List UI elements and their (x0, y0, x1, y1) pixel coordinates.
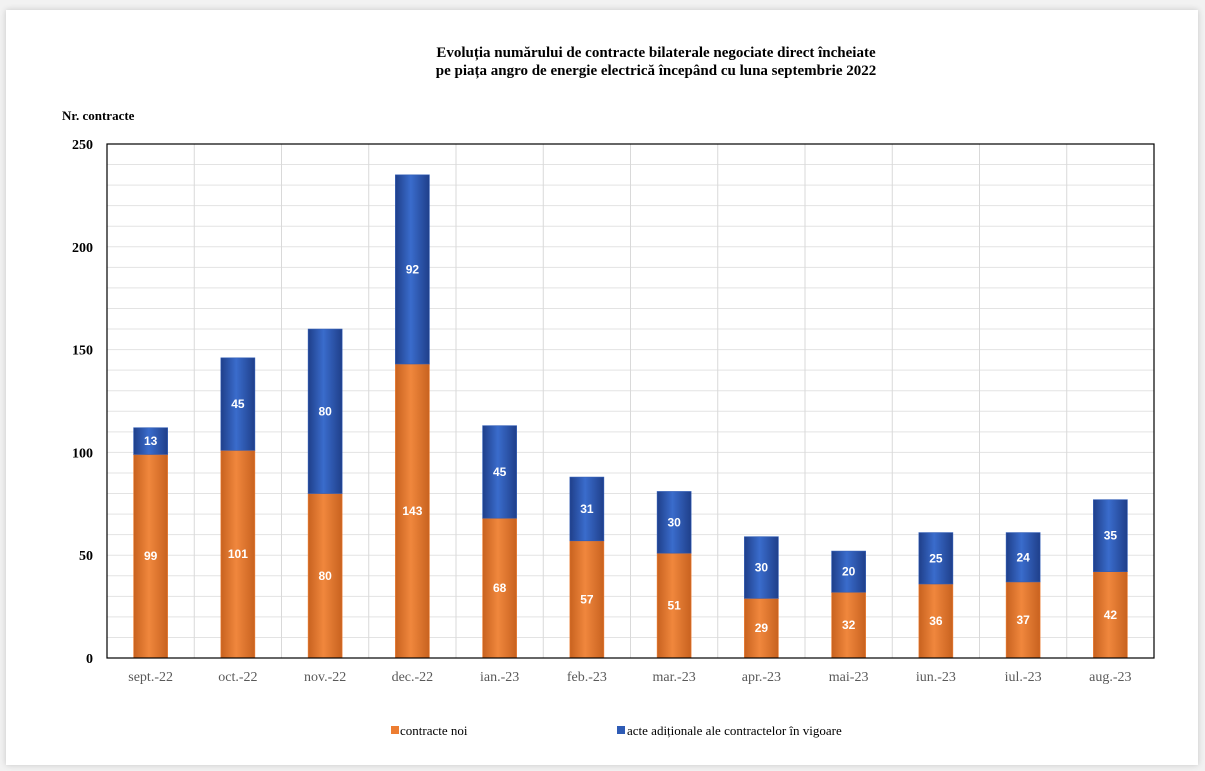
data-label-contracte-noi-10: 37 (1016, 613, 1030, 627)
axis-layer: sept.-22 oct.-22 nov.-22 dec.-22 ian.-23 feb.… (72, 138, 1155, 685)
y-axis-label: Nr. contracte (62, 108, 135, 123)
chart-title-line2: pe piața angro de energie electrică înce… (436, 63, 877, 79)
data-label-contracte-noi-1: 101 (228, 547, 248, 561)
data-label-acte-aditionale-8: 20 (842, 565, 856, 579)
data-label-acte-aditionale-3: 92 (406, 262, 420, 276)
x-tick-label: mar.-23 (653, 670, 696, 685)
legend-label-contracte-noi: contracte noi (400, 723, 468, 738)
y-tick-label: 200 (72, 241, 93, 256)
y-tick-label: 250 (72, 138, 93, 153)
data-label-acte-aditionale-10: 24 (1016, 550, 1030, 564)
x-tick-label: aug.-23 (1089, 670, 1131, 685)
y-tick-label: 0 (86, 652, 93, 667)
x-tick-label: feb.-23 (567, 670, 607, 685)
x-tick-label: iul.-23 (1005, 670, 1042, 685)
legend-swatch-acte-aditionale (617, 726, 625, 734)
data-labels-layer: 99 13 101 45 80 80 143 92 68 45 57 31 51 30 29 30 32 20 36… (144, 262, 1117, 635)
bar-contracte-noi-8 (831, 591, 866, 659)
legend-swatch-contracte-noi (391, 726, 399, 734)
y-tick-label: 150 (72, 344, 93, 359)
bar-contracte-noi-9 (918, 583, 954, 659)
bar-acte-aditionale-7 (744, 536, 779, 599)
x-tick-label: ian.-23 (480, 670, 519, 685)
bar-contracte-noi-6 (656, 552, 692, 659)
bar-contracte-noi-0 (133, 454, 168, 659)
bar-acte-aditionale-4 (482, 425, 517, 519)
data-label-acte-aditionale-5: 31 (580, 502, 594, 516)
bar-acte-aditionale-5 (569, 476, 605, 542)
data-label-acte-aditionale-4: 45 (493, 465, 507, 479)
y-tick-label: 50 (79, 549, 93, 564)
data-label-contracte-noi-9: 36 (929, 614, 943, 628)
data-label-acte-aditionale-9: 25 (929, 551, 943, 565)
x-tick-label: oct.-22 (218, 670, 257, 685)
data-label-contracte-noi-6: 51 (667, 599, 681, 613)
data-label-contracte-noi-7: 29 (755, 621, 769, 635)
data-label-acte-aditionale-1: 45 (231, 397, 245, 411)
y-tick-label: 100 (72, 446, 93, 461)
data-label-contracte-noi-11: 42 (1104, 608, 1118, 622)
bar-acte-aditionale-9 (918, 532, 954, 585)
bar-acte-aditionale-11 (1093, 499, 1128, 572)
bar-contracte-noi-10 (1005, 581, 1041, 659)
bar-acte-aditionale-10 (1005, 532, 1041, 583)
data-label-contracte-noi-0: 99 (144, 549, 158, 563)
data-label-acte-aditionale-6: 30 (667, 515, 681, 529)
bar-acte-aditionale-3 (395, 174, 430, 365)
bar-acte-aditionale-1 (220, 357, 256, 451)
bar-acte-aditionale-8 (831, 550, 866, 593)
x-tick-label: nov.-22 (304, 670, 346, 685)
x-tick-label: apr.-23 (742, 670, 781, 685)
grid-layer (107, 144, 1154, 658)
plot-frame (106, 143, 1155, 659)
bar-acte-aditionale-6 (656, 491, 692, 554)
data-label-acte-aditionale-7: 30 (755, 561, 769, 575)
x-tick-label: mai-23 (829, 670, 869, 685)
data-label-contracte-noi-5: 57 (580, 592, 594, 606)
data-label-acte-aditionale-11: 35 (1104, 529, 1118, 543)
data-label-contracte-noi-3: 143 (402, 504, 422, 518)
x-tick-label: iun.-23 (916, 670, 956, 685)
data-label-acte-aditionale-0: 13 (144, 434, 158, 448)
chart-title-line1: Evoluția numărului de contracte bilatera… (436, 45, 876, 61)
bar-contracte-noi-2 (307, 493, 343, 659)
data-label-contracte-noi-2: 80 (318, 569, 332, 583)
bar-acte-aditionale-0 (133, 427, 168, 455)
bar-contracte-noi-11 (1093, 571, 1128, 659)
bar-acte-aditionale-2 (307, 328, 343, 494)
data-label-contracte-noi-8: 32 (842, 618, 856, 632)
bar-contracte-noi-5 (569, 540, 605, 659)
x-tick-label: dec.-22 (392, 670, 434, 685)
legend-label-acte-aditionale: acte adiționale ale contractelor în vigo… (627, 723, 842, 738)
data-label-acte-aditionale-2: 80 (318, 404, 332, 418)
bars-layer (133, 174, 1128, 659)
legend: contracte noi acte adiționale ale contra… (391, 723, 842, 738)
data-label-contracte-noi-4: 68 (493, 581, 507, 595)
x-tick-label: sept.-22 (128, 670, 173, 685)
